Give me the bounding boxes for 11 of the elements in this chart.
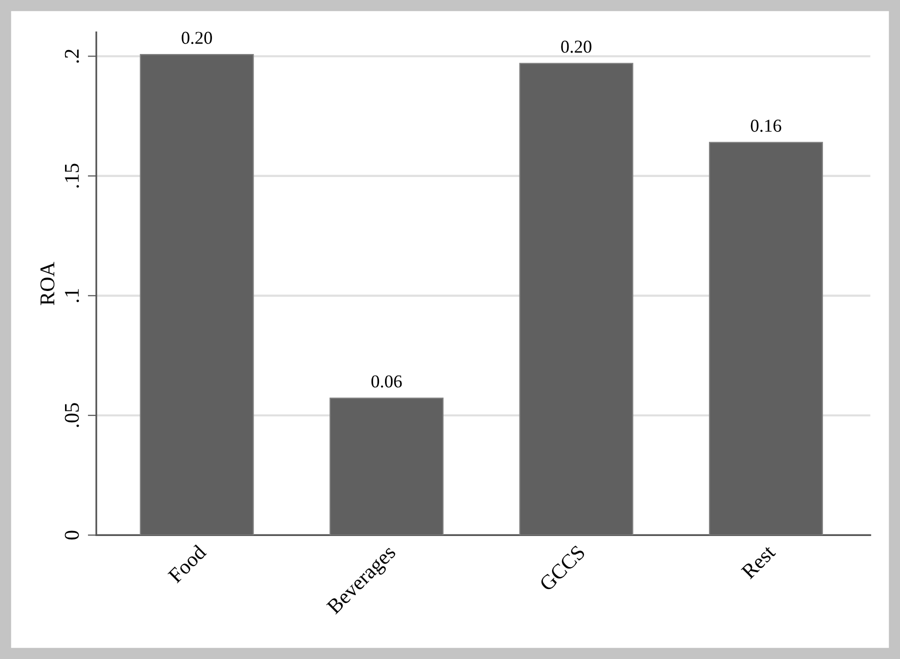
y-axis-title: ROA xyxy=(40,262,54,306)
y-tick-label: .1 xyxy=(64,289,79,302)
data-label: 0.20 xyxy=(182,32,212,44)
data-label: 0.20 xyxy=(561,40,592,53)
x-tick-label: Rest xyxy=(740,544,776,580)
y-tick-label: .15 xyxy=(64,164,79,188)
y-tick-label: .2 xyxy=(64,50,79,63)
data-label: 0.06 xyxy=(371,375,402,388)
y-tick-label: 0 xyxy=(64,530,79,540)
data-label: 0.16 xyxy=(750,120,782,132)
y-tick-label: .05 xyxy=(64,403,79,428)
